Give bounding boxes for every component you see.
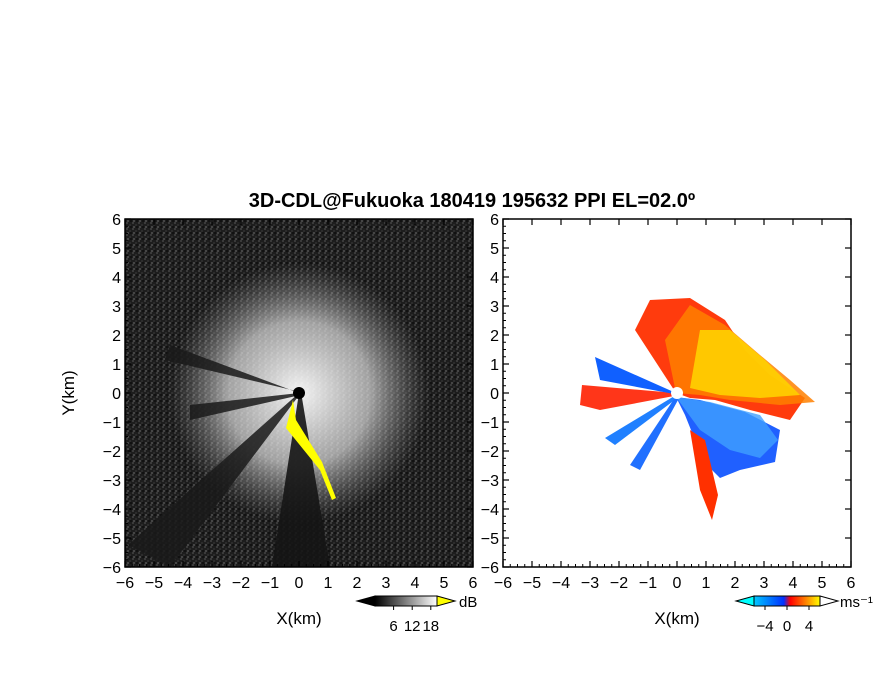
velocity-x-tick-label: −3 (581, 575, 599, 592)
snr-y-axis-label: Y(km) (59, 370, 78, 415)
snr-shadow-sector-wnw (190, 393, 299, 420)
snr-colorbar-tick-label: 6 (389, 618, 397, 635)
snr-x-tick-label: 2 (353, 575, 362, 592)
snr-x-tick-label: 4 (411, 575, 420, 592)
velocity-x-tick-label: −4 (552, 575, 570, 592)
snr-colorbar-bar (374, 595, 438, 607)
snr-y-tick-label: −5 (103, 531, 121, 548)
snr-y-tick-label: −2 (103, 444, 121, 461)
snr-x-tick-label: 1 (324, 575, 333, 592)
velocity-colorbar-tick-label: 0 (783, 618, 791, 635)
velocity-colorbar-over (819, 595, 840, 607)
velocity-colorbar-tick-label: 4 (805, 618, 813, 635)
velocity-y-tick-label: 5 (490, 241, 499, 258)
snr-y-tick-label: 0 (112, 386, 121, 403)
velocity-y-tick-label: 1 (490, 357, 499, 374)
velocity-positive-region-yellow (690, 330, 800, 398)
snr-x-tick-label: 6 (469, 575, 478, 592)
snr-shadow-sector-s (272, 393, 330, 567)
snr-colorbar-under (355, 595, 376, 607)
velocity-x-tick-label: 2 (731, 575, 740, 592)
snr-x-axis-label: X(km) (276, 609, 321, 628)
velocity-y-tick-label: −2 (481, 444, 499, 461)
velocity-x-tick-label: −1 (639, 575, 657, 592)
velocity-sector-ssw (630, 396, 678, 470)
velocity-y-tick-label: −4 (481, 502, 499, 519)
snr-y-tick-label: 3 (112, 299, 121, 316)
chart-title: 3D-CDL@Fukuoka 180419 195632 PPI EL=02.0… (249, 190, 695, 212)
snr-x-tick-label: 5 (440, 575, 449, 592)
velocity-x-tick-label: −2 (610, 575, 628, 592)
snr-shadow-sector-w (165, 345, 299, 393)
snr-shadow-sector-sw (128, 393, 299, 567)
snr-frame (124, 218, 474, 568)
snr-x-tick-label: −4 (174, 575, 192, 592)
velocity-x-tick-label: −5 (523, 575, 541, 592)
snr-x-tick-label: −3 (203, 575, 221, 592)
snr-x-tick-label: 0 (295, 575, 304, 592)
snr-x-tick-label: −1 (261, 575, 279, 592)
snr-y-tick-label: 6 (112, 212, 121, 229)
snr-y-tick-label: −6 (103, 560, 121, 577)
velocity-colorbar-bar (753, 595, 821, 607)
velocity-sector-w-blue (595, 357, 676, 394)
velocity-y-tick-label: −6 (481, 560, 499, 577)
velocity-colorbar-unit: ms⁻¹ (840, 594, 873, 611)
velocity-colorbar: ms⁻¹ −4 0 4 (734, 594, 873, 635)
velocity-colorbar-tick-label: −4 (756, 618, 773, 635)
snr-colorbar-tick-label: 12 (404, 618, 421, 635)
velocity-x-tick-label: 1 (702, 575, 711, 592)
velocity-sector-w (580, 385, 676, 410)
snr-saturated-yellow (286, 400, 336, 500)
velocity-sector-s (690, 430, 718, 520)
snr-radar-center (293, 387, 305, 399)
snr-x-tick-label: −5 (145, 575, 163, 592)
velocity-y-tick-label: 3 (490, 299, 499, 316)
velocity-radar-center (671, 387, 683, 399)
velocity-y-tick-label: 6 (490, 212, 499, 229)
velocity-negative-region-light (676, 397, 778, 458)
snr-y-tick-label: 2 (112, 328, 121, 345)
velocity-x-axis-label: X(km) (654, 609, 699, 628)
velocity-x-tick-label: 6 (847, 575, 856, 592)
snr-colorbar: dB 6 12 18 (355, 594, 477, 635)
velocity-y-tick-label: 4 (490, 270, 499, 287)
snr-colorbar-over (436, 595, 457, 607)
velocity-x-tick-label: 5 (818, 575, 827, 592)
snr-y-tick-label: 4 (112, 270, 121, 287)
snr-x-tick-label: −2 (232, 575, 250, 592)
snr-x-tick-label: 3 (382, 575, 391, 592)
velocity-y-tick-label: −5 (481, 531, 499, 548)
velocity-x-tick-label: 0 (673, 575, 682, 592)
velocity-y-tick-label: −1 (481, 415, 499, 432)
velocity-y-tick-label: −3 (481, 473, 499, 490)
snr-y-tick-label: −1 (103, 415, 121, 432)
snr-colorbar-tick-label: 18 (422, 618, 439, 635)
snr-colorbar-unit: dB (459, 594, 477, 611)
velocity-x-tick-label: 3 (760, 575, 769, 592)
velocity-panel: −6 −5 −4 −3 −2 −1 0 1 2 3 4 5 6 −6−5−4−3−2−10123456 … (481, 212, 873, 635)
velocity-frame (502, 218, 852, 568)
velocity-colorbar-under (734, 595, 755, 607)
snr-y-tick-label: −4 (103, 502, 121, 519)
velocity-y-tick-label: 2 (490, 328, 499, 345)
snr-x-tick-label: −6 (116, 575, 134, 592)
snr-y-tick-label: 5 (112, 241, 121, 258)
snr-y-tick-label: 1 (112, 357, 121, 374)
velocity-y-tick-label: 0 (490, 386, 499, 403)
snr-panel: −6 −5 −4 −3 −2 −1 0 1 2 3 4 5 6 −6−5−4−3−2−10123456 … (59, 212, 478, 635)
velocity-x-tick-label: 4 (789, 575, 798, 592)
velocity-x-tick-label: −6 (494, 575, 512, 592)
snr-y-tick-label: −3 (103, 473, 121, 490)
velocity-sector-sw (605, 395, 676, 445)
